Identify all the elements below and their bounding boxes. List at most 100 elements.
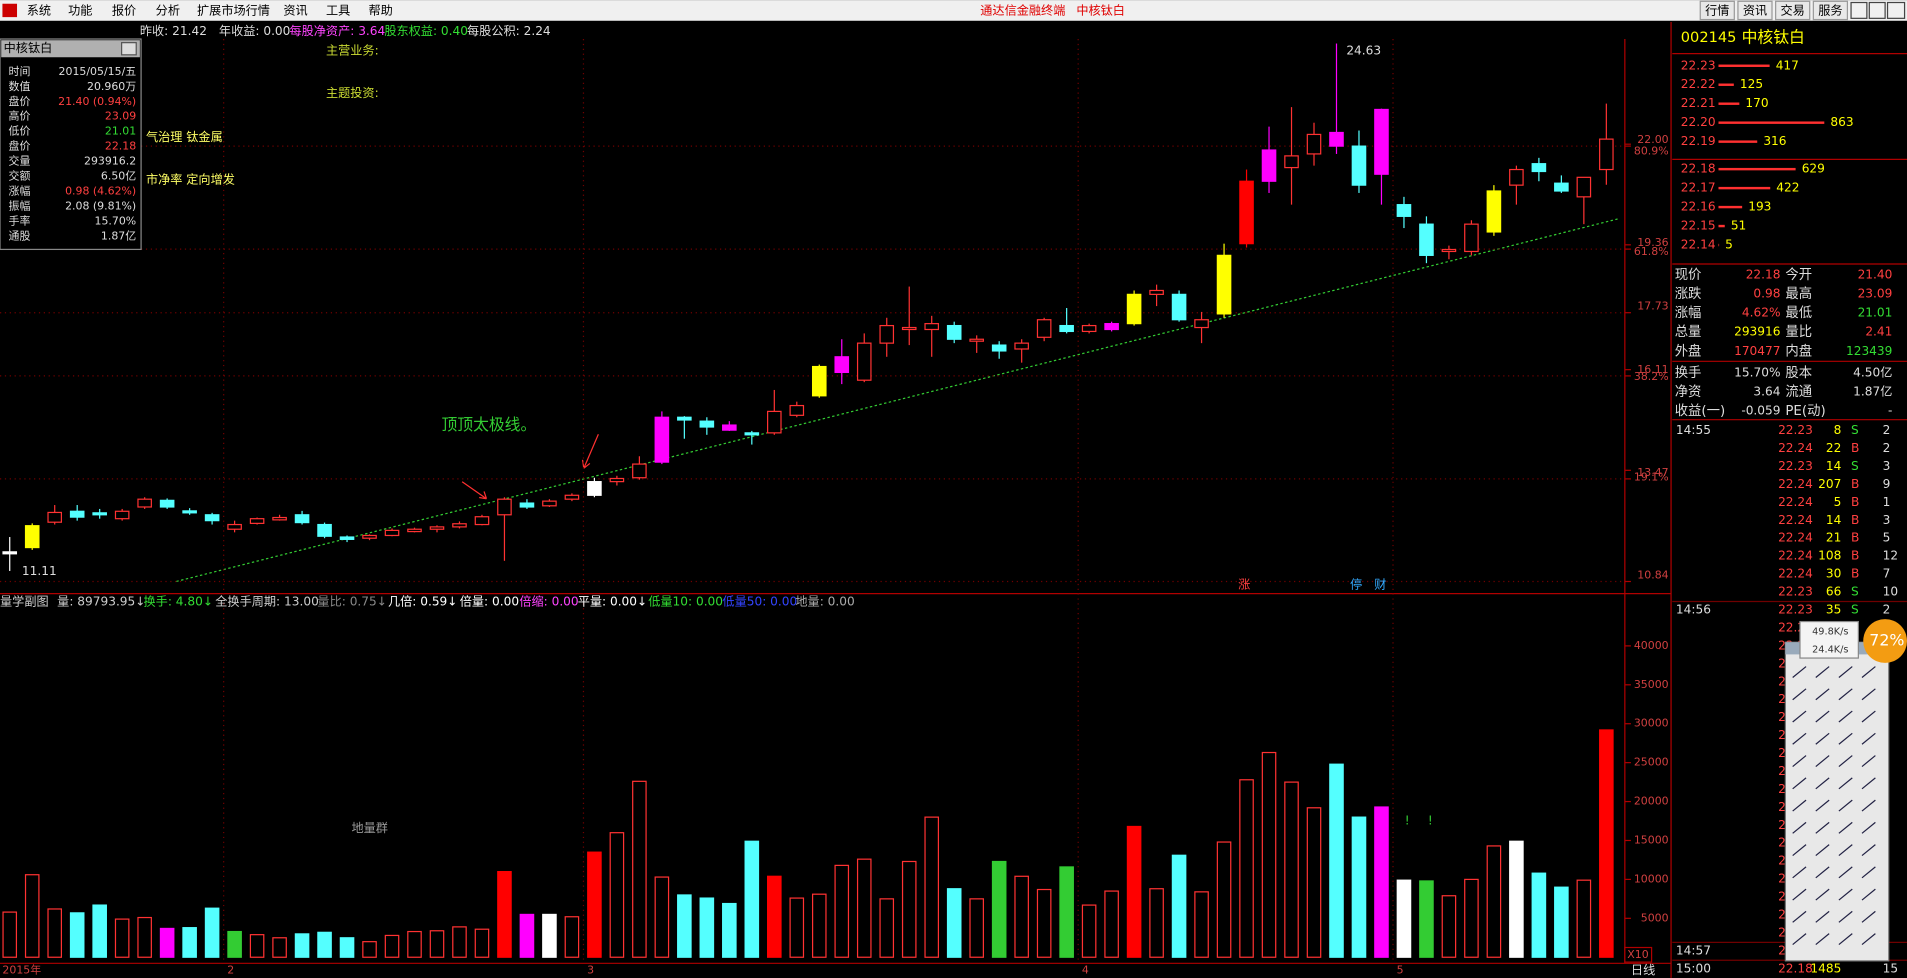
menu-item[interactable]: 资讯 bbox=[283, 4, 307, 18]
candle-body bbox=[1576, 176, 1592, 198]
toolbar-button-label[interactable]: 服务 bbox=[1818, 3, 1842, 18]
tool-icon[interactable] bbox=[1838, 821, 1853, 834]
candle-body bbox=[587, 481, 602, 496]
tool-icon[interactable] bbox=[1792, 866, 1807, 879]
tool-icon[interactable] bbox=[1861, 755, 1876, 768]
tool-icon[interactable] bbox=[1792, 844, 1807, 857]
indicator-header: 换手: 4.80↓ bbox=[144, 595, 214, 609]
tool-icon[interactable] bbox=[1838, 888, 1853, 901]
tool-icon[interactable] bbox=[1838, 688, 1853, 701]
volume-bar bbox=[699, 897, 715, 958]
toolbar-button[interactable] bbox=[1775, 0, 1811, 21]
tool-icon[interactable] bbox=[1861, 888, 1876, 901]
tool-icon[interactable] bbox=[1792, 777, 1807, 790]
tool-icon[interactable] bbox=[1792, 710, 1807, 723]
trade-price: 22.24 bbox=[1778, 513, 1813, 527]
tool-icon[interactable] bbox=[1838, 866, 1853, 879]
candle-body bbox=[677, 416, 692, 421]
period-label[interactable]: 日线 bbox=[1631, 963, 1655, 977]
menu-item[interactable]: 工具 bbox=[326, 4, 350, 18]
candle-body bbox=[1464, 223, 1479, 253]
tool-icon[interactable] bbox=[1815, 910, 1830, 923]
trade-price: 22.23 bbox=[1778, 459, 1813, 473]
tool-icon[interactable] bbox=[1815, 755, 1830, 768]
tool-icon[interactable] bbox=[1815, 666, 1830, 678]
trade-price: 22.23 bbox=[1778, 423, 1813, 437]
menu-item[interactable]: 扩展市场行情 bbox=[197, 3, 270, 18]
tool-icon[interactable] bbox=[1815, 821, 1830, 834]
tool-icon[interactable] bbox=[1838, 710, 1853, 723]
tool-icon[interactable] bbox=[1792, 688, 1807, 701]
maximize[interactable] bbox=[1868, 1, 1886, 19]
tool-icon[interactable] bbox=[1838, 666, 1853, 678]
tool-icon[interactable] bbox=[1861, 732, 1876, 745]
candle-body bbox=[1509, 168, 1524, 186]
y-tick-label: 35000 bbox=[1634, 678, 1669, 691]
toolbar-button-label[interactable]: 交易 bbox=[1781, 3, 1805, 18]
toolbar-button[interactable] bbox=[1699, 0, 1735, 21]
tool-icon[interactable] bbox=[1861, 866, 1876, 879]
volume-bar bbox=[1284, 781, 1299, 958]
tool-icon[interactable] bbox=[1815, 844, 1830, 857]
quote-label: 收益(一) bbox=[1675, 403, 1726, 419]
tool-icon[interactable] bbox=[1815, 688, 1830, 701]
tool-icon[interactable] bbox=[1838, 933, 1853, 946]
tool-icon[interactable] bbox=[1861, 933, 1876, 946]
book-volume: 417 bbox=[1776, 58, 1799, 72]
tool-icon[interactable] bbox=[1838, 844, 1853, 857]
tool-icon[interactable] bbox=[1838, 777, 1853, 790]
tool-icon[interactable] bbox=[1792, 732, 1807, 745]
quote-value: 4.62% bbox=[1742, 306, 1781, 320]
minimize[interactable] bbox=[1850, 1, 1868, 19]
tool-icon[interactable] bbox=[1861, 666, 1876, 678]
tool-icon[interactable] bbox=[1815, 933, 1830, 946]
tool-icon[interactable] bbox=[1792, 821, 1807, 834]
menu-item[interactable]: 功能 bbox=[68, 4, 92, 18]
tool-icon[interactable] bbox=[1861, 710, 1876, 723]
menu-item[interactable]: 帮助 bbox=[369, 4, 393, 18]
toolbar-button[interactable] bbox=[1812, 0, 1849, 21]
candle-body bbox=[47, 511, 63, 523]
tool-icon[interactable] bbox=[1815, 732, 1830, 745]
menu-item[interactable]: 分析 bbox=[156, 4, 180, 18]
toolbar-button-label[interactable]: 行情 bbox=[1705, 4, 1729, 18]
popup-close[interactable] bbox=[121, 42, 137, 56]
tool-icon[interactable] bbox=[1815, 799, 1830, 812]
drawing-toolbar[interactable] bbox=[1784, 641, 1890, 962]
tool-icon[interactable] bbox=[1815, 866, 1830, 879]
tool-icon[interactable] bbox=[1861, 821, 1876, 834]
tool-icon[interactable] bbox=[1861, 799, 1876, 812]
tool-icon[interactable] bbox=[1838, 910, 1853, 923]
indicator-header: 地量: 0.00 bbox=[795, 595, 854, 609]
candle-body bbox=[1104, 323, 1119, 331]
tool-icon[interactable] bbox=[1792, 910, 1807, 923]
tool-icon[interactable] bbox=[1815, 888, 1830, 901]
menu-item[interactable]: 报价 bbox=[112, 3, 136, 18]
book-volume: 5 bbox=[1725, 238, 1733, 252]
tool-icon[interactable] bbox=[1815, 710, 1830, 723]
candle-body bbox=[1374, 108, 1389, 175]
candle-body bbox=[114, 510, 130, 520]
menu-item[interactable]: 系统 bbox=[27, 4, 51, 18]
tool-icon[interactable] bbox=[1861, 688, 1876, 701]
toolbar-button-label[interactable]: 资讯 bbox=[1743, 4, 1767, 18]
tool-icon[interactable] bbox=[1861, 844, 1876, 857]
close[interactable] bbox=[1886, 1, 1906, 19]
quote-label: 最高 bbox=[1785, 285, 1812, 302]
tool-icon[interactable] bbox=[1861, 777, 1876, 790]
toolbar-button[interactable] bbox=[1737, 0, 1773, 21]
tool-icon[interactable] bbox=[1838, 755, 1853, 768]
tool-icon[interactable] bbox=[1838, 732, 1853, 745]
tool-icon[interactable] bbox=[1792, 799, 1807, 812]
tool-icon[interactable] bbox=[1792, 933, 1807, 946]
info-item: 年收益: 0.00 bbox=[219, 24, 291, 38]
tool-icon[interactable] bbox=[1792, 888, 1807, 901]
tool-icon[interactable] bbox=[1792, 755, 1807, 768]
candle-body bbox=[452, 523, 467, 528]
tool-icon[interactable] bbox=[1838, 799, 1853, 812]
tool-icon[interactable] bbox=[1792, 666, 1807, 678]
candle-body bbox=[362, 534, 377, 539]
book-bar bbox=[1718, 224, 1725, 228]
tool-icon[interactable] bbox=[1815, 777, 1830, 790]
tool-icon[interactable] bbox=[1861, 910, 1876, 923]
